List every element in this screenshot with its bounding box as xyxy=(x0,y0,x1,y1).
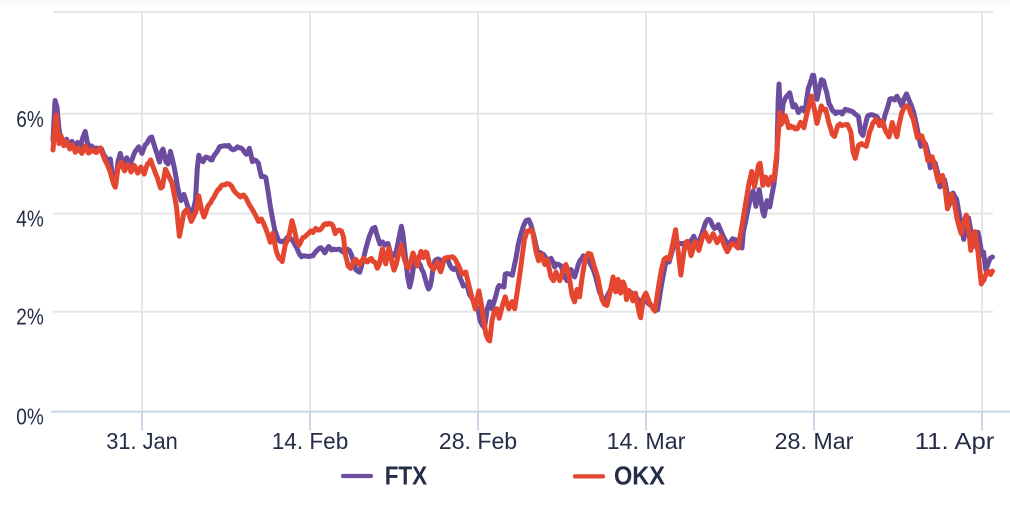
svg-text:31. Jan: 31. Jan xyxy=(106,428,178,454)
svg-text:11. Apr: 11. Apr xyxy=(915,428,995,454)
svg-text:14. Mar: 14. Mar xyxy=(607,428,686,454)
svg-text:FTX: FTX xyxy=(385,460,428,490)
svg-text:2%: 2% xyxy=(16,304,44,330)
svg-text:6%: 6% xyxy=(16,106,44,132)
svg-text:0%: 0% xyxy=(16,404,44,430)
svg-text:OKX: OKX xyxy=(614,460,666,490)
svg-text:14. Feb: 14. Feb xyxy=(272,428,349,454)
svg-text:4%: 4% xyxy=(16,206,44,232)
svg-text:28. Feb: 28. Feb xyxy=(439,428,517,454)
svg-text:28. Mar: 28. Mar xyxy=(775,428,854,454)
